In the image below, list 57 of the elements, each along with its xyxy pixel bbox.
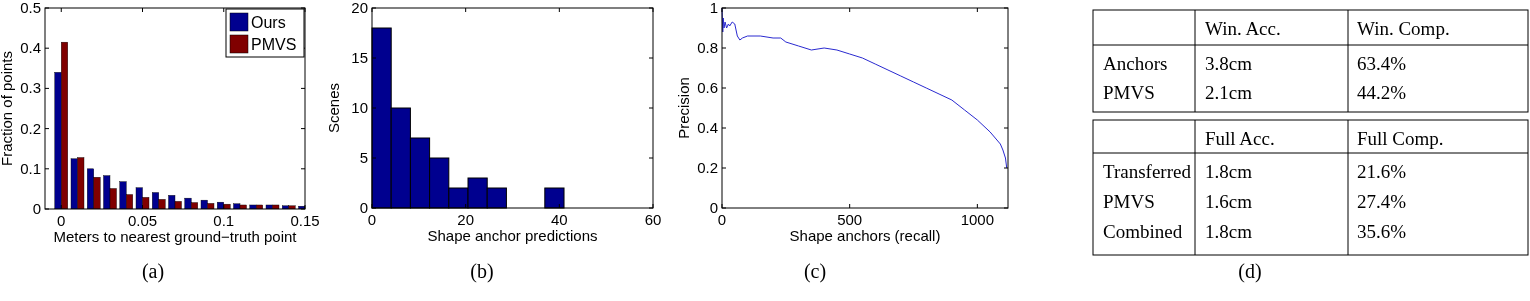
- text: 2.1cm: [1205, 82, 1253, 103]
- text: 63.4%: [1357, 53, 1407, 74]
- y-tick-label: 0.4: [20, 39, 41, 57]
- text: (a): [141, 260, 165, 283]
- text: Combined: [1103, 221, 1183, 242]
- y-tick-label: 15: [351, 49, 368, 66]
- x-tick-label: 20: [457, 211, 475, 228]
- text: (d): [1238, 260, 1262, 283]
- x-tick-label: 60: [644, 211, 662, 228]
- y-tick-label: 0.8: [697, 39, 718, 56]
- text: 3.8cm: [1205, 53, 1253, 74]
- y-tick-label: 0.2: [697, 159, 718, 176]
- text: Full Acc.: [1205, 128, 1275, 149]
- y-tick-label: 0.5: [20, 0, 41, 16]
- y-tick-label: 0.2: [20, 119, 41, 137]
- text: Anchors: [1103, 53, 1168, 74]
- x-tick-label: 0: [57, 212, 66, 229]
- text: Win. Acc.: [1205, 18, 1281, 39]
- x-tick-label: 40: [550, 211, 568, 228]
- y-tick-label: 10: [351, 99, 368, 116]
- text: Win. Comp.: [1357, 18, 1450, 39]
- x-axis-title: Meters to nearest ground−truth point: [53, 228, 298, 245]
- y-axis-title: Fraction of points: [0, 50, 15, 167]
- y-tick-label: 0: [709, 199, 718, 216]
- y-tick-label: 1: [709, 0, 718, 16]
- x-axis-title: Shape anchor predictions: [427, 227, 598, 244]
- y-tick-label: 0.1: [20, 159, 41, 177]
- text: 27.4%: [1357, 191, 1407, 212]
- text: Full Comp.: [1357, 128, 1444, 149]
- legend-label: Ours: [251, 14, 286, 31]
- x-tick-label: 500: [837, 211, 863, 228]
- y-axis-title: Precision: [675, 77, 692, 139]
- text: 1.8cm: [1205, 161, 1253, 182]
- x-tick-label: 0.1: [213, 212, 235, 229]
- text: PMVS: [1103, 191, 1155, 212]
- x-tick-label: 1000: [960, 211, 995, 228]
- text: 1.8cm: [1205, 221, 1253, 242]
- y-axis-title: Scenes: [325, 82, 342, 134]
- text: PMVS: [1103, 82, 1155, 103]
- text: 1.6cm: [1205, 191, 1253, 212]
- y-tick-label: 0.4: [697, 119, 718, 136]
- text: Transferred: [1103, 161, 1192, 182]
- text: 44.2%: [1357, 82, 1407, 103]
- legend-label: PMVS: [251, 36, 297, 53]
- text: 35.6%: [1357, 221, 1407, 242]
- x-tick-label: 0.15: [290, 212, 320, 229]
- y-tick-label: 0.6: [697, 79, 718, 96]
- y-tick-label: 0: [359, 199, 368, 216]
- x-axis-title: Shape anchors (recall): [789, 227, 941, 244]
- y-tick-label: 20: [351, 0, 368, 16]
- y-tick-label: 5: [359, 149, 368, 166]
- y-tick-label: 0: [32, 200, 41, 217]
- text: (c): [803, 260, 827, 283]
- y-tick-label: 0.3: [20, 79, 41, 97]
- text: 21.6%: [1357, 161, 1407, 182]
- x-tick-label: 0.05: [127, 212, 158, 229]
- text: (b): [470, 260, 494, 283]
